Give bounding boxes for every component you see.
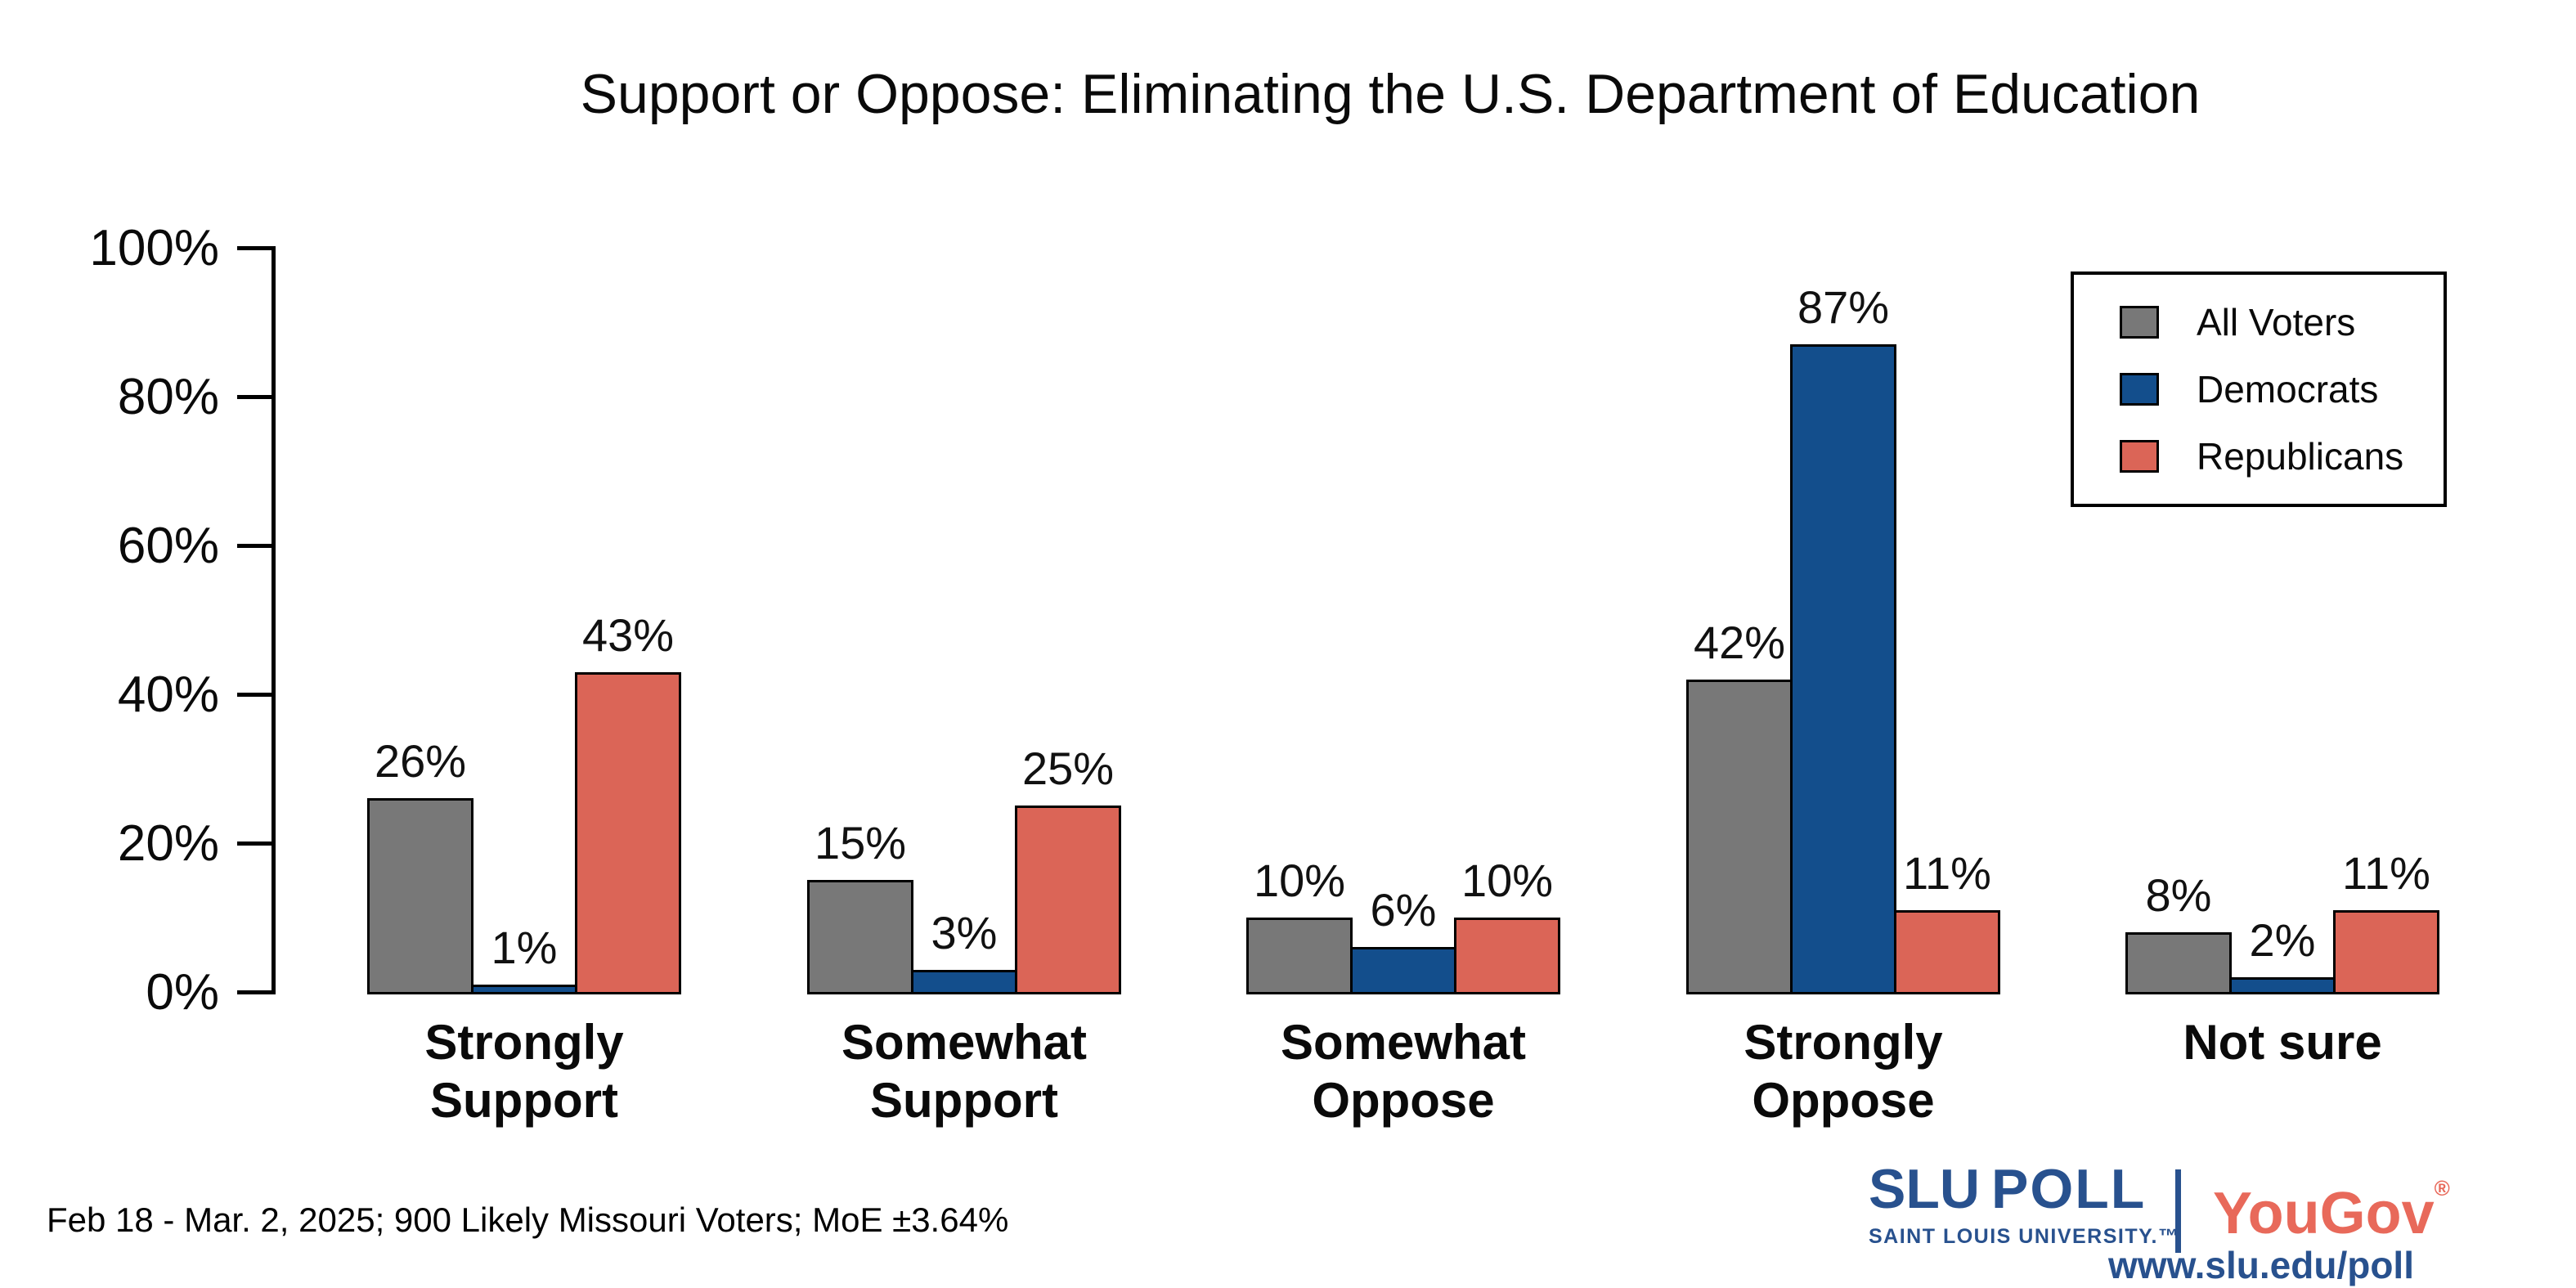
slu-poll-logo: SLU POLL SAINT LOUIS UNIVERSITY.™ <box>1869 1161 2179 1247</box>
bar-democrats: 3% <box>911 907 1017 994</box>
slu-logo-text: SLU <box>1869 1158 1980 1220</box>
bar-value-label: 10% <box>1461 855 1554 906</box>
bar-republicans: 11% <box>1894 847 2000 994</box>
yougov-logo-text: YouGov <box>2213 1181 2435 1246</box>
bar-all-voters: 8% <box>2125 869 2232 994</box>
brand-separator-bar <box>2175 1169 2181 1253</box>
slu-poll-url: www.slu.edu/poll <box>2108 1244 2414 1286</box>
bar-all-voters: 10% <box>1246 855 1353 994</box>
y-axis-tick <box>237 990 272 994</box>
bar-group-3: 10% 6% 10% <box>1246 248 1560 994</box>
legend-label: Democrats <box>2197 368 2379 411</box>
bar-republicans: 11% <box>2333 847 2439 994</box>
poll-logo-text: POLL <box>1991 1158 2147 1220</box>
bar-value-label: 15% <box>814 817 907 868</box>
yougov-logo: YouGov® <box>2213 1176 2450 1247</box>
bar-value-label: 42% <box>1693 617 1786 668</box>
bar-republicans: 25% <box>1015 743 1121 994</box>
bar-all-voters: 42% <box>1686 617 1793 994</box>
bar-value-label: 10% <box>1253 855 1346 906</box>
legend-item-republicans: Republicans <box>2120 434 2444 478</box>
legend-item-democrats: Democrats <box>2120 367 2444 411</box>
bar-value-label: 43% <box>581 609 675 661</box>
bar-value-label: 87% <box>1797 281 1890 333</box>
bar-democrats: 1% <box>471 922 577 994</box>
y-axis-tick-label: 100% <box>89 219 219 276</box>
bar-value-label: 11% <box>2342 847 2430 899</box>
bar-value-label: 6% <box>1370 884 1437 936</box>
y-axis-tick-label: 40% <box>117 666 219 723</box>
bar-group-4: 42% 87% 11% <box>1686 248 2000 994</box>
bar-value-label: 2% <box>2249 914 2316 966</box>
legend-label: All Voters <box>2197 301 2356 343</box>
bar-value-label: 1% <box>491 922 558 973</box>
bar-all-voters: 26% <box>367 735 473 994</box>
slu-university-subtext: SAINT LOUIS UNIVERSITY.™ <box>1869 1225 2180 1248</box>
y-axis-tick-label: 80% <box>117 368 219 425</box>
bar-value-label: 8% <box>2145 869 2212 921</box>
x-category-label: Somewhat Oppose <box>1280 1015 1527 1128</box>
bar-democrats: 2% <box>2229 914 2336 994</box>
legend-swatch <box>2120 373 2159 406</box>
y-axis-tick <box>237 693 272 697</box>
bar-democrats: 87% <box>1790 281 1896 994</box>
legend-label: Republicans <box>2197 435 2404 478</box>
y-axis-tick <box>237 841 272 846</box>
x-category-label: Strongly Support <box>424 1015 624 1128</box>
x-category-label: Somewhat Support <box>841 1015 1088 1128</box>
methodology-footnote: Feb 18 - Mar. 2, 2025; 900 Likely Missou… <box>47 1200 1009 1239</box>
x-category-label: Not sure <box>2183 1015 2382 1070</box>
bar-value-label: 11% <box>1903 847 1991 899</box>
y-axis-tick-label: 20% <box>117 815 219 872</box>
bar-democrats: 6% <box>1350 884 1456 994</box>
bar-value-label: 26% <box>374 735 467 787</box>
registered-trademark-icon: ® <box>2434 1176 2450 1200</box>
chart-title: Support or Oppose: Eliminating the U.S. … <box>580 63 2201 125</box>
x-category-label: Strongly Oppose <box>1744 1015 1943 1128</box>
y-axis-tick <box>237 544 272 548</box>
bar-value-label: 25% <box>1021 743 1115 794</box>
y-axis-line <box>272 246 276 994</box>
bar-republicans: 43% <box>575 609 681 994</box>
y-axis-tick-label: 0% <box>146 963 219 1021</box>
y-axis-tick <box>237 246 272 250</box>
bar-group-2: 15% 3% 25% <box>807 248 1121 994</box>
slu-poll-logo-text: SLU POLL <box>1869 1161 2179 1217</box>
y-axis-tick-label: 60% <box>117 517 219 574</box>
legend: All Voters Democrats Republicans <box>2071 272 2447 507</box>
bar-all-voters: 15% <box>807 817 913 994</box>
bar-group-5: 8% 2% 11% <box>2125 248 2439 994</box>
bar-republicans: 10% <box>1454 855 1560 994</box>
bar-group-1: 26% 1% 43% <box>367 248 681 994</box>
legend-swatch <box>2120 306 2159 339</box>
legend-swatch <box>2120 440 2159 473</box>
y-axis-tick <box>237 395 272 399</box>
bar-value-label: 3% <box>931 907 998 958</box>
legend-item-all-voters: All Voters <box>2120 300 2444 344</box>
